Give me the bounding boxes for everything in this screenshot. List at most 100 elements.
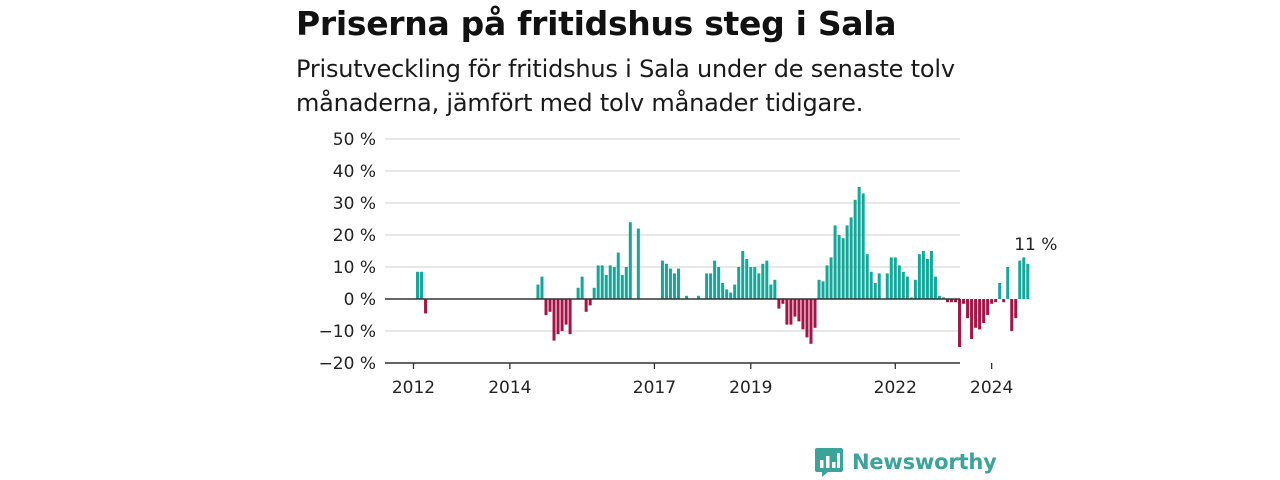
bar	[813, 299, 817, 328]
bar	[544, 299, 548, 315]
bar	[865, 254, 869, 299]
bar	[893, 257, 897, 299]
y-tick-label: 0 %	[344, 290, 376, 310]
bar	[829, 257, 833, 299]
bar	[817, 279, 821, 299]
bar	[905, 276, 909, 299]
bar	[733, 284, 737, 299]
bar	[668, 268, 672, 299]
bar	[877, 273, 881, 299]
bar	[548, 299, 552, 312]
annotations: 11 %	[1014, 235, 1057, 255]
bar	[946, 299, 949, 303]
bar	[725, 289, 729, 299]
bar	[584, 299, 588, 312]
bar	[970, 299, 974, 339]
bar	[1018, 260, 1022, 299]
bar	[933, 276, 937, 299]
bar	[958, 299, 962, 347]
bar	[420, 271, 424, 299]
bar	[1022, 257, 1026, 299]
bars	[416, 187, 1030, 347]
bar	[821, 281, 825, 299]
y-tick-label: −10 %	[319, 322, 376, 342]
bar	[424, 299, 428, 314]
bar	[873, 283, 877, 299]
bar	[600, 265, 604, 299]
brand-name: Newsworthy	[852, 450, 997, 474]
bar	[552, 299, 556, 341]
newsworthy-chart-icon	[815, 448, 843, 477]
bar	[749, 267, 753, 299]
bar	[416, 271, 420, 299]
y-tick-label: −20 %	[319, 354, 376, 374]
bar	[737, 267, 741, 299]
bar	[761, 263, 765, 299]
bar	[937, 295, 941, 299]
bar	[901, 271, 905, 299]
bar	[1006, 267, 1010, 299]
x-tick-labels: 2012 2014 2017 2019 2022 2024	[392, 378, 1013, 398]
bar	[785, 299, 789, 325]
bar	[536, 284, 540, 299]
bar	[1014, 299, 1018, 319]
bar	[1002, 299, 1006, 303]
x-tick-label: 2022	[874, 378, 917, 398]
bar	[608, 265, 612, 299]
bar	[773, 279, 777, 299]
bar	[729, 292, 733, 299]
y-tick-label: 30 %	[333, 194, 376, 214]
newsworthy-logo: Newsworthy	[814, 446, 997, 478]
bar	[974, 299, 978, 328]
bar	[950, 299, 954, 303]
bar	[869, 271, 873, 299]
bar	[628, 222, 632, 299]
bar	[781, 299, 785, 304]
bar	[721, 283, 725, 299]
bar	[889, 257, 893, 299]
bar	[697, 295, 701, 299]
bar	[745, 259, 749, 299]
bar	[921, 251, 925, 299]
y-tick-labels: −20 % −10 % 0 % 10 % 20 % 30 % 40 % 50 %	[319, 130, 376, 374]
bar	[853, 199, 857, 299]
bar	[913, 279, 917, 299]
bar	[580, 276, 584, 299]
bar	[564, 299, 568, 325]
bar	[917, 254, 921, 299]
bar	[556, 299, 560, 335]
bar	[604, 275, 608, 299]
bar	[685, 295, 689, 299]
bar	[568, 299, 572, 335]
bar	[540, 276, 544, 299]
bar	[612, 267, 616, 299]
bar	[713, 260, 717, 299]
bar	[793, 299, 797, 317]
bar	[857, 187, 861, 299]
bar	[624, 267, 628, 299]
bar	[837, 235, 841, 299]
bar	[994, 299, 998, 303]
bar	[986, 299, 990, 315]
bar	[664, 263, 668, 299]
bar	[809, 299, 813, 344]
bar	[560, 299, 564, 331]
bar	[998, 283, 1002, 299]
bar	[833, 225, 837, 299]
y-tick-label: 10 %	[333, 258, 376, 278]
y-tick-label: 40 %	[333, 162, 376, 182]
chart-title: Priserna på fritidshus steg i Sala	[296, 4, 897, 43]
bar	[753, 267, 757, 299]
bar	[717, 267, 721, 299]
bar	[925, 259, 929, 299]
bar	[978, 299, 982, 330]
bar	[769, 284, 773, 299]
axes	[385, 298, 993, 369]
bar	[990, 299, 994, 304]
bar	[1010, 299, 1014, 331]
bar	[596, 265, 600, 299]
bar	[966, 299, 970, 319]
bar	[620, 275, 624, 299]
bar	[672, 273, 676, 299]
bar	[789, 299, 793, 325]
